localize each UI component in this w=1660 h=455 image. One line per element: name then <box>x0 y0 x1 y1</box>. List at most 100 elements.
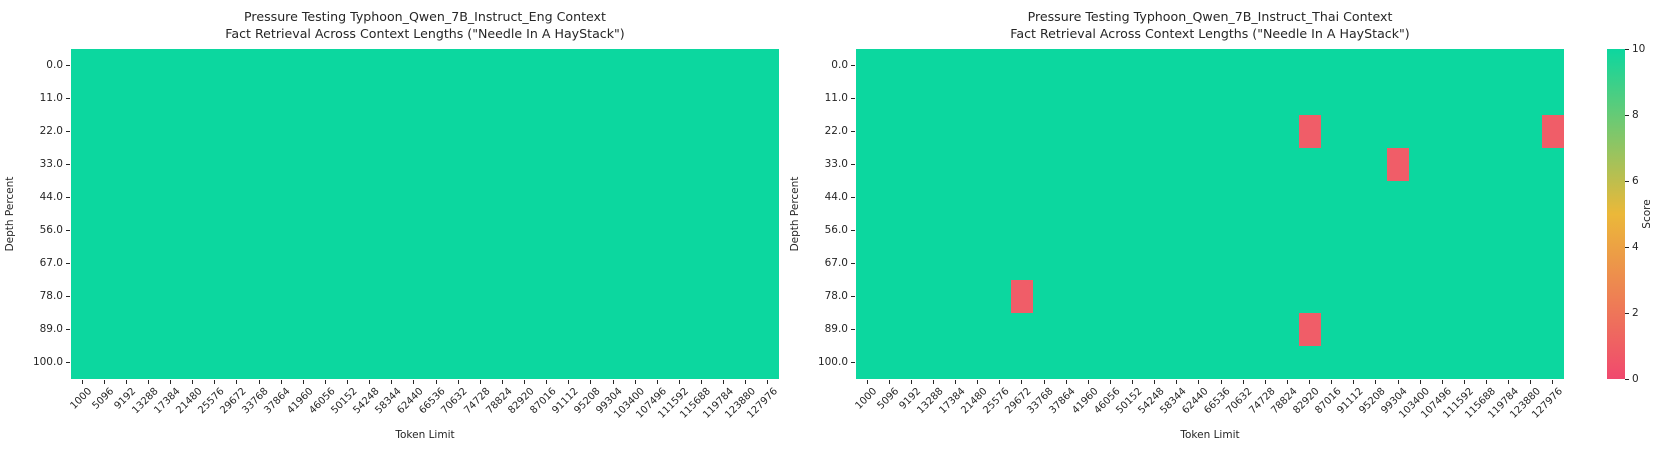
x-tick-mark <box>1132 380 1134 384</box>
x-tick-mark <box>81 380 83 384</box>
x-tick-mark <box>1220 380 1222 384</box>
x-tick-label: 54248 <box>351 386 382 417</box>
y-tick-label: 22.0 <box>39 125 63 137</box>
colorbar-tick-mark <box>1625 246 1629 248</box>
x-tick-mark <box>866 380 868 384</box>
x-tick-mark <box>347 380 349 384</box>
x-tick-mark <box>1154 380 1156 384</box>
x-tick-mark <box>1176 380 1178 384</box>
x-tick-mark <box>1508 380 1510 384</box>
x-tick-mark <box>103 380 105 384</box>
x-tick-mark <box>1397 380 1399 384</box>
x-tick-mark <box>1065 380 1067 384</box>
x-tick-label: 123880 <box>722 386 758 421</box>
chart-title-line2: Fact Retrieval Across Context Lengths ("… <box>225 26 625 42</box>
x-tick-label: 66536 <box>1202 386 1233 417</box>
x-tick-mark <box>125 380 127 384</box>
x-tick-label: 119784 <box>1485 386 1521 421</box>
y-tick-label: 100.0 <box>817 356 848 368</box>
x-tick-label: 107496 <box>634 386 670 421</box>
x-tick-label: 9192 <box>112 386 139 412</box>
y-tick-label: 22.0 <box>824 125 848 137</box>
x-tick-mark <box>1552 380 1554 384</box>
x-tick-label: 41960 <box>284 386 316 417</box>
x-tick-mark <box>369 380 371 384</box>
x-tick-mark <box>888 380 890 384</box>
x-tick-mark <box>1331 380 1333 384</box>
x-tick-label: 111592 <box>656 386 692 421</box>
x-tick-label: 99304 <box>594 386 625 417</box>
x-tick-mark <box>977 380 979 384</box>
y-tick-label: 100.0 <box>32 356 63 368</box>
x-tick-label: 46056 <box>306 386 338 417</box>
x-tick-mark <box>302 380 304 384</box>
y-tick-mark <box>66 98 70 99</box>
x-tick-mark <box>1021 380 1023 384</box>
x-tick-label: 82920 <box>1291 386 1322 417</box>
x-tick-mark <box>678 380 680 384</box>
y-tick-label: 0.0 <box>831 59 848 71</box>
y-tick-label: 33.0 <box>39 158 63 170</box>
y-tick-mark <box>851 164 855 165</box>
colorbar-tick-label: 2 <box>1632 306 1639 319</box>
y-tick-mark <box>851 98 855 99</box>
x-tick-label: 21480 <box>959 386 990 417</box>
x-tick-label: 87016 <box>528 386 559 417</box>
x-tick-mark <box>391 380 393 384</box>
x-tick-mark <box>524 380 526 384</box>
x-tick-mark <box>1463 380 1465 384</box>
y-tick-mark <box>66 65 70 66</box>
x-tick-label: 37864 <box>262 386 293 417</box>
chart-title-line1: Pressure Testing Typhoon_Qwen_7B_Instruc… <box>244 9 606 24</box>
x-axis-label: Token Limit <box>1180 429 1240 441</box>
x-tick-label: 95208 <box>1357 386 1388 417</box>
x-tick-label: 111592 <box>1441 386 1477 421</box>
x-tick-label: 25576 <box>196 386 227 417</box>
colorbar-tick-label: 8 <box>1632 108 1639 121</box>
x-tick-label: 50152 <box>329 386 360 417</box>
x-tick-mark <box>1242 380 1244 384</box>
x-tick-label: 103400 <box>1397 386 1432 421</box>
x-tick-label: 1000 <box>68 386 94 412</box>
x-tick-mark <box>1530 380 1532 384</box>
y-axis-label-text: Depth Percent <box>789 176 801 252</box>
x-tick-label: 33768 <box>1025 386 1056 417</box>
y-tick-label: 44.0 <box>39 191 63 203</box>
y-tick-label: 44.0 <box>824 191 848 203</box>
x-tick-label: 1000 <box>853 386 879 412</box>
colorbar-tick-label: 0 <box>1632 372 1639 385</box>
x-tick-label: 9192 <box>897 386 924 412</box>
x-tick-label: 115688 <box>1463 386 1499 421</box>
x-tick-mark <box>192 380 194 384</box>
colorbar-tick-mark <box>1625 312 1629 314</box>
y-tick-mark <box>66 197 70 198</box>
x-tick-mark <box>767 380 769 384</box>
x-tick-mark <box>1375 380 1377 384</box>
y-tick-mark <box>66 329 70 330</box>
y-axis-label: Depth Percent <box>789 49 803 379</box>
y-tick-label: 67.0 <box>824 257 848 269</box>
x-tick-label: 74728 <box>1246 386 1278 417</box>
y-axis-label-text: Depth Percent <box>4 176 16 252</box>
x-tick-label: 58344 <box>1158 386 1189 417</box>
x-tick-label: 13288 <box>914 386 946 417</box>
y-tick-label: 11.0 <box>824 92 848 104</box>
x-tick-label: 5096 <box>90 386 116 412</box>
x-axis-label: Token Limit <box>395 429 455 441</box>
x-tick-mark <box>590 380 592 384</box>
x-tick-mark <box>634 380 636 384</box>
x-tick-label: 87016 <box>1313 386 1344 417</box>
chart-title-line1: Pressure Testing Typhoon_Qwen_7B_Instruc… <box>1027 9 1393 24</box>
x-tick-label: 13288 <box>129 386 161 417</box>
colorbar-label-text: Score <box>1641 199 1653 229</box>
x-tick-label: 37864 <box>1047 386 1078 417</box>
colorbar-tick-mark <box>1625 48 1629 50</box>
x-tick-label: 29672 <box>218 386 249 417</box>
x-tick-mark <box>1109 380 1111 384</box>
x-tick-mark <box>1441 380 1443 384</box>
y-tick-mark <box>66 362 70 363</box>
x-tick-mark <box>745 380 747 384</box>
y-tick-label: 56.0 <box>824 224 848 236</box>
colorbar-tick-label: 4 <box>1632 240 1639 253</box>
